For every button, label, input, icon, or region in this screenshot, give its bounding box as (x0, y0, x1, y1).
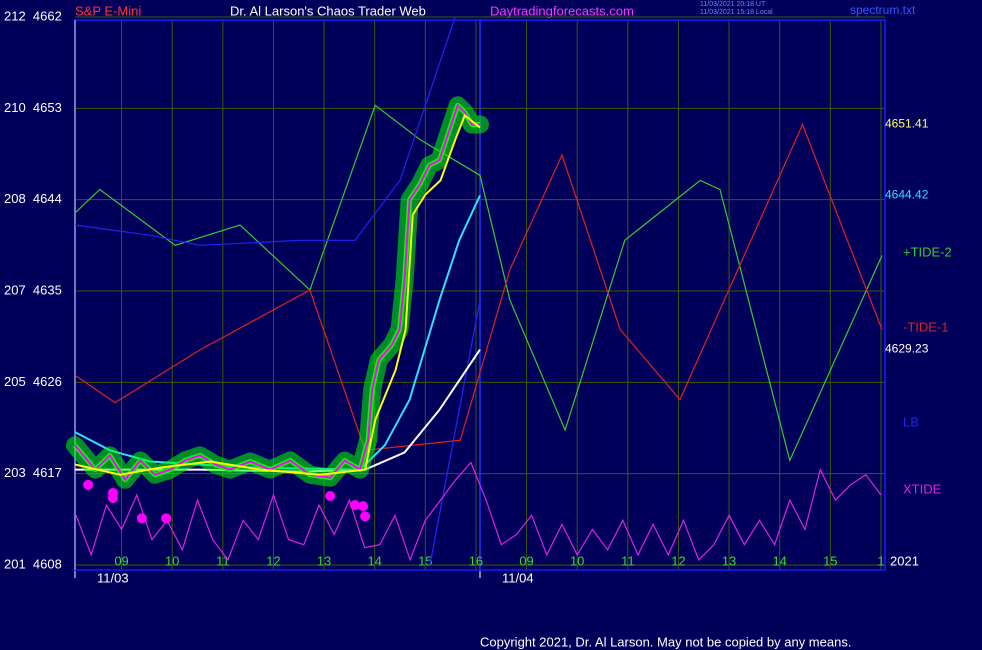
dot (349, 500, 360, 511)
x-tick-label: 11 (621, 553, 635, 568)
legend-label: +TIDE-2 (903, 244, 952, 259)
x-tick-label: 12 (671, 553, 685, 568)
x-tick-label: 09 (114, 553, 128, 568)
dot (325, 490, 336, 501)
x-tick-label: 15 (418, 553, 432, 568)
line (429, 299, 481, 566)
line (74, 103, 481, 482)
y-tick-label: 201 4608 (4, 556, 62, 571)
y-tick-label: 207 4635 (4, 282, 62, 297)
line (75, 461, 882, 562)
dot (107, 493, 118, 504)
x-tick-label: 12 (266, 553, 280, 568)
y-tick-label: 212 4662 (4, 8, 62, 23)
line (74, 113, 481, 476)
y-tick-label: 203 4617 (4, 465, 62, 480)
y-tick-label: 208 4644 (4, 191, 62, 206)
file-name: spectrum.txt (850, 3, 916, 17)
timestamp: 11/03/2021 15:18 Local (700, 9, 773, 16)
dot (83, 479, 94, 490)
legend-label: LB (903, 414, 919, 429)
line (74, 104, 883, 463)
x-tick-label: 13 (722, 553, 736, 568)
chart-title: Dr. Al Larson's Chaos Trader Web (230, 3, 426, 18)
symbol: S&P E-Mini (75, 3, 141, 18)
line (74, 16, 456, 246)
x-tick-label: 15 (823, 553, 837, 568)
copyright: Copyright 2021, Dr. Al Larson. May not b… (480, 634, 851, 649)
dot (161, 513, 172, 524)
line (74, 123, 883, 451)
x-tick-label: 1 (877, 553, 884, 568)
timestamp: 11/03/2021 20:18 UT (700, 1, 766, 8)
end-value-label: 4644.42 (885, 188, 929, 202)
year: 2021 (890, 553, 919, 568)
y-tick-label: 205 4626 (4, 374, 62, 389)
y-tick-label: 210 4653 (4, 100, 62, 115)
dot (358, 501, 369, 512)
legend-label: XTIDE (903, 481, 942, 496)
x-tick-label: 09 (519, 553, 533, 568)
x-tick-label: 11 (216, 553, 230, 568)
end-value-label: 4651.41 (885, 117, 929, 131)
x-tick-label: 10 (570, 553, 584, 568)
x-tick-label: 16 (469, 553, 483, 568)
legend-label: -TIDE-1 (903, 319, 949, 334)
date-label: 11/04 (502, 570, 534, 585)
dot (136, 513, 147, 524)
x-tick-label: 13 (317, 553, 331, 568)
site: Daytradingforecasts.com (490, 3, 634, 18)
x-tick-label: 14 (772, 553, 786, 568)
plot-area (66, 16, 883, 566)
x-tick-label: 10 (165, 553, 179, 568)
end-value-label: 4629.23 (885, 342, 929, 356)
date-label: 11/03 (97, 570, 129, 585)
x-tick-label: 14 (367, 553, 381, 568)
dot (360, 511, 371, 522)
